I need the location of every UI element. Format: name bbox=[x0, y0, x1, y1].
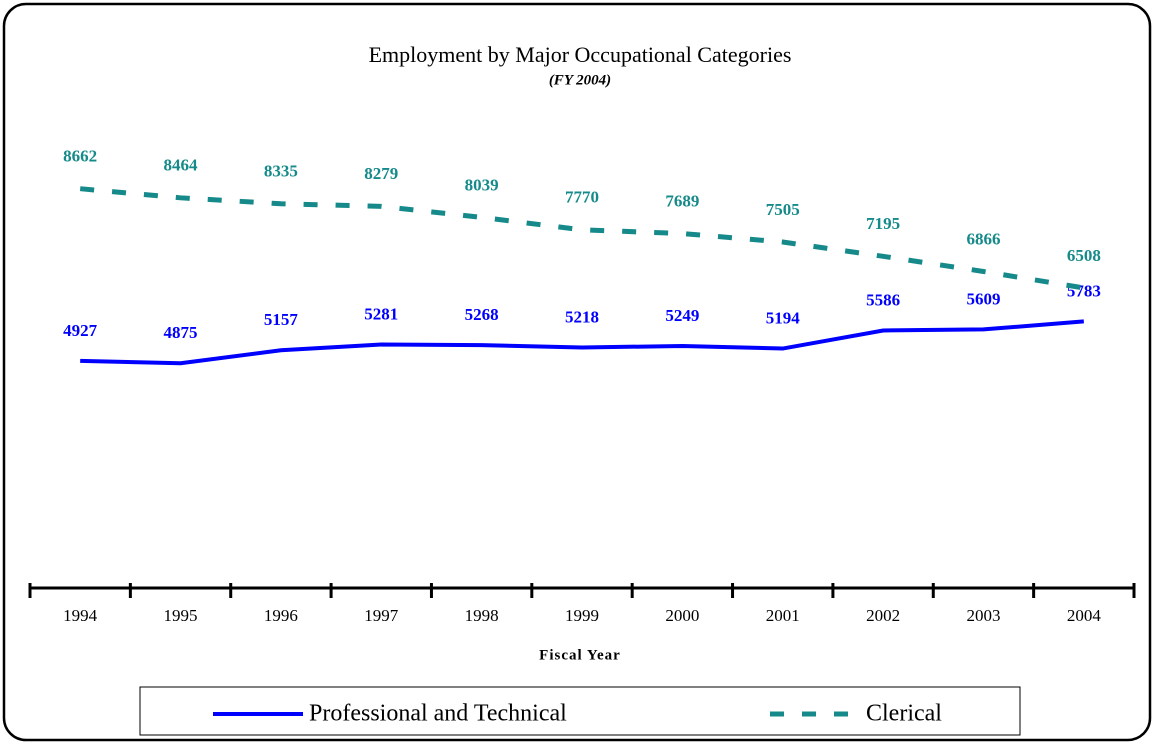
x-tick-label: 2001 bbox=[766, 606, 800, 625]
x-tick-label: 1996 bbox=[264, 606, 298, 625]
data-label: 7770 bbox=[565, 188, 599, 207]
x-tick-label: 1997 bbox=[364, 606, 399, 625]
x-tick-label: 2004 bbox=[1067, 606, 1102, 625]
chart-subtitle: (FY 2004) bbox=[549, 72, 611, 88]
legend-label: Professional and Technical bbox=[309, 701, 567, 727]
x-tick-label: 1995 bbox=[164, 606, 198, 625]
data-label: 8335 bbox=[264, 162, 298, 181]
data-label: 8279 bbox=[364, 164, 398, 183]
data-label: 5249 bbox=[665, 306, 699, 325]
data-label: 4927 bbox=[63, 321, 98, 340]
data-label: 8039 bbox=[465, 175, 499, 194]
data-label: 7195 bbox=[866, 214, 900, 233]
x-tick-label: 2003 bbox=[966, 606, 1000, 625]
data-label: 8464 bbox=[164, 156, 199, 175]
data-label: 7689 bbox=[665, 191, 699, 210]
data-label: 5194 bbox=[766, 308, 801, 327]
series-line bbox=[80, 319, 1084, 366]
data-label: 5586 bbox=[866, 290, 900, 309]
data-label: 6508 bbox=[1067, 246, 1101, 265]
data-label: 7505 bbox=[766, 200, 800, 219]
data-label: 5157 bbox=[264, 310, 299, 329]
data-label: 5609 bbox=[966, 289, 1000, 308]
chart-title: Employment by Major Occupational Categor… bbox=[369, 42, 792, 67]
x-axis-title: Fiscal Year bbox=[539, 647, 621, 663]
x-tick-label: 1999 bbox=[565, 606, 599, 625]
data-label: 6866 bbox=[966, 229, 1000, 248]
x-tick-label: 1998 bbox=[465, 606, 499, 625]
x-tick-label: 2000 bbox=[665, 606, 699, 625]
legend-label: Clerical bbox=[866, 701, 942, 727]
data-label: 8662 bbox=[63, 147, 97, 166]
x-tick-label: 2002 bbox=[866, 606, 900, 625]
legend-box bbox=[139, 686, 1021, 736]
series-line bbox=[79, 186, 1085, 291]
data-label: 5268 bbox=[465, 305, 499, 324]
data-label: 5218 bbox=[565, 307, 599, 326]
data-label: 4875 bbox=[164, 323, 198, 342]
x-tick-label: 1994 bbox=[63, 606, 98, 625]
data-label: 5281 bbox=[364, 304, 398, 323]
